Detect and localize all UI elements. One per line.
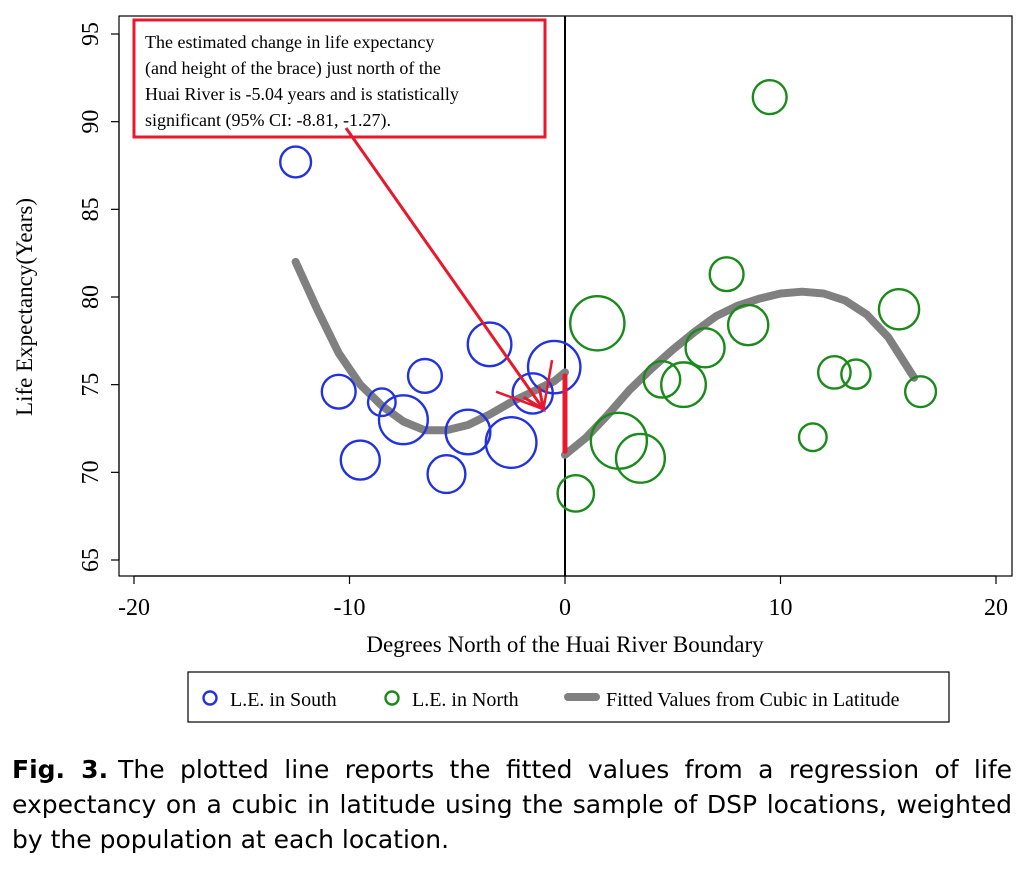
legend-north-marker	[384, 690, 400, 706]
annotation-text: The estimated change in life expectancy	[145, 32, 434, 52]
south-point	[279, 145, 313, 179]
annotation-text: (and height of the brace) just north of …	[145, 58, 441, 79]
x-tick-label: -10	[334, 595, 366, 621]
x-tick-label: 10	[769, 595, 793, 621]
north-point	[556, 473, 596, 513]
fitted-line-north	[561, 287, 919, 459]
north-point	[726, 303, 770, 347]
south-point	[444, 408, 492, 456]
legend-fit-label: Fitted Values from Cubic in Latitude	[606, 689, 900, 711]
north-point	[660, 361, 708, 409]
annotation-pointer	[495, 390, 544, 411]
annotation-pointer	[542, 359, 554, 410]
y-tick-label: 85	[78, 197, 104, 221]
annotation-box	[132, 18, 547, 139]
south-point	[377, 394, 429, 446]
south-point	[406, 357, 444, 394]
north-point	[614, 432, 667, 484]
north-point	[840, 358, 872, 390]
south-point	[366, 387, 397, 418]
x-tick-label: 0	[559, 595, 571, 621]
north-point	[903, 375, 938, 409]
north-point	[708, 256, 745, 293]
south-point	[320, 373, 357, 410]
north-point	[589, 411, 649, 470]
fitted-line-south	[291, 257, 569, 435]
caption-label: Fig. 3.	[12, 755, 109, 784]
legend-north-label: L.E. in North	[412, 689, 519, 711]
annotation-arrow	[344, 127, 545, 411]
annotation-text: Huai River is -5.04 years and is statist…	[145, 84, 459, 104]
x-axis-label: Degrees North of the Huai River Boundary	[366, 632, 764, 657]
y-tick-label: 95	[78, 22, 104, 46]
y-tick-label: 80	[78, 285, 104, 309]
south-point	[526, 339, 582, 395]
north-point	[797, 422, 828, 453]
north-point	[684, 327, 726, 369]
north-point	[816, 354, 852, 390]
caption-text: The plotted line reports the fitted valu…	[12, 755, 1012, 854]
y-tick-label: 70	[78, 460, 104, 484]
x-tick-label: -20	[118, 595, 150, 621]
legend-south-marker	[202, 690, 218, 706]
annotation-text: significant (95% CI: -8.81, -1.27).	[145, 110, 391, 131]
chart: 65 70 75 80 85 90 95 Life Expectancy(Years) -20 -…	[12, 15, 1013, 723]
north-point	[877, 287, 921, 331]
north-point	[569, 294, 626, 352]
legend-south-label: L.E. in South	[230, 689, 337, 711]
north-point	[751, 79, 788, 116]
south-point	[426, 453, 467, 495]
south-point	[466, 321, 513, 368]
y-tick-label: 90	[78, 110, 104, 134]
y-tick-label: 75	[78, 373, 104, 397]
south-point	[484, 416, 538, 470]
south-point	[339, 439, 381, 481]
figure-caption: Fig. 3. The plotted line reports the fitt…	[12, 752, 1012, 857]
x-tick-label: 20	[984, 595, 1008, 621]
y-tick-label: 65	[78, 548, 104, 572]
north-point	[642, 360, 682, 399]
y-axis-label: Life Expectancy(Years)	[12, 198, 37, 416]
